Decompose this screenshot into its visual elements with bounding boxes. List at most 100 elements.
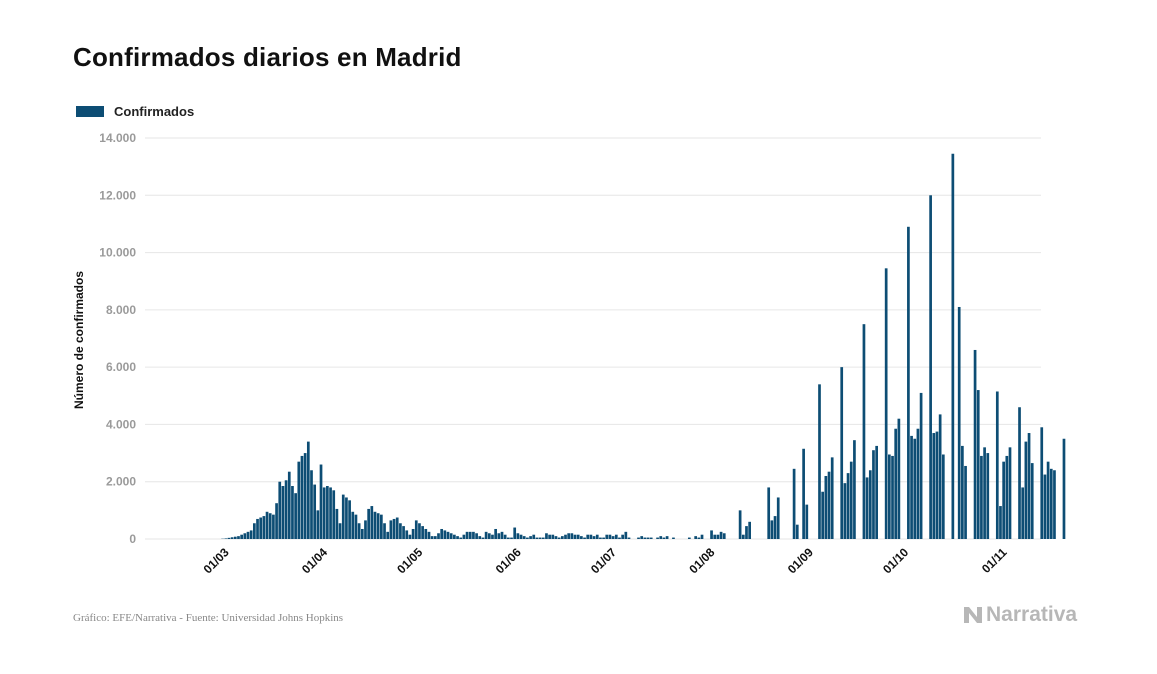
bar [303, 453, 307, 539]
bar [716, 534, 720, 539]
bar [738, 510, 742, 539]
bar [360, 528, 364, 539]
bar [253, 523, 256, 539]
bar [249, 530, 253, 539]
bar [999, 506, 1002, 539]
bar [554, 536, 558, 539]
bar [957, 306, 961, 539]
bar [643, 537, 647, 539]
x-tick-label: 01/10 [880, 545, 911, 576]
bar [919, 392, 923, 539]
bar [516, 533, 520, 539]
source-footer: Gráfico: EFE/Narrativa - Fuente: Univers… [73, 612, 344, 624]
bar [237, 536, 240, 539]
x-tick-label: 01/08 [686, 545, 717, 576]
bar [573, 534, 577, 539]
x-axis-ticks: 01/03 01/04 01/05 01/06 01/07 01/08 01/09 01/10… [201, 545, 1010, 576]
bar [767, 487, 771, 539]
bar [503, 534, 507, 539]
bar [580, 536, 583, 539]
y-tick-label: 14.000 [99, 131, 136, 145]
bar [567, 533, 571, 539]
bar [332, 490, 336, 539]
bar [265, 511, 269, 539]
y-tick-label: 4.000 [106, 417, 136, 431]
bar [929, 195, 932, 540]
bar [297, 461, 301, 539]
bar [773, 516, 777, 539]
bar [230, 537, 234, 539]
bar [640, 536, 644, 539]
bar [373, 511, 377, 539]
bar [1021, 487, 1025, 539]
bar [256, 518, 259, 539]
bar [849, 461, 853, 539]
bar [386, 531, 390, 539]
bar [830, 457, 834, 539]
bar [637, 537, 640, 539]
bar [319, 464, 323, 539]
bar [529, 536, 532, 539]
legend: Confirmados [76, 104, 194, 119]
bar [345, 497, 348, 539]
x-tick-label: 01/03 [201, 545, 232, 576]
bar [894, 428, 898, 539]
brand-logo: Narrativa [963, 603, 1077, 627]
y-tick-label: 6.000 [106, 360, 136, 374]
y-axis-ticks: 0 2.000 4.000 6.000 8.000 10.000 12.000 14.000 [99, 131, 136, 546]
bar [380, 514, 383, 539]
bar [538, 537, 542, 539]
bar [354, 514, 358, 539]
x-tick-label: 01/07 [588, 545, 619, 576]
bar [310, 470, 313, 539]
bar [402, 526, 405, 539]
bar [792, 468, 796, 539]
bar [1018, 407, 1021, 539]
bar [745, 526, 748, 539]
bar [326, 486, 329, 539]
bar [427, 531, 431, 539]
bar [1005, 455, 1009, 539]
bar [322, 487, 326, 539]
bar [1043, 474, 1047, 539]
y-tick-label: 2.000 [106, 475, 136, 489]
bar [453, 534, 456, 539]
bar [827, 471, 831, 539]
bar [414, 520, 418, 539]
grid-lines [145, 137, 1041, 540]
bar [840, 367, 844, 539]
bar [348, 500, 351, 539]
bar [510, 537, 513, 539]
bar [980, 455, 983, 539]
bar [884, 268, 888, 539]
bar [614, 534, 618, 539]
bar [602, 537, 605, 539]
bar [367, 508, 370, 539]
bar [233, 536, 237, 539]
bar [983, 447, 986, 539]
bar [1027, 433, 1031, 539]
bar [662, 537, 666, 539]
bar [973, 349, 977, 539]
bar [408, 534, 412, 539]
bar [964, 465, 967, 539]
bar [951, 153, 955, 539]
bar [545, 533, 548, 539]
bar [399, 523, 402, 539]
bar [306, 441, 310, 539]
bar [497, 533, 501, 539]
bar [618, 537, 621, 539]
y-tick-label: 10.000 [99, 246, 136, 260]
bar [770, 520, 774, 539]
bar [491, 534, 494, 539]
bar [405, 530, 409, 539]
bar [564, 534, 567, 539]
chart-title: Confirmados diarios en Madrid [73, 42, 462, 72]
bar [865, 477, 869, 539]
bar [557, 537, 561, 539]
bar [986, 453, 990, 539]
bar [570, 533, 574, 539]
bar [1049, 468, 1053, 539]
bar [478, 536, 482, 539]
